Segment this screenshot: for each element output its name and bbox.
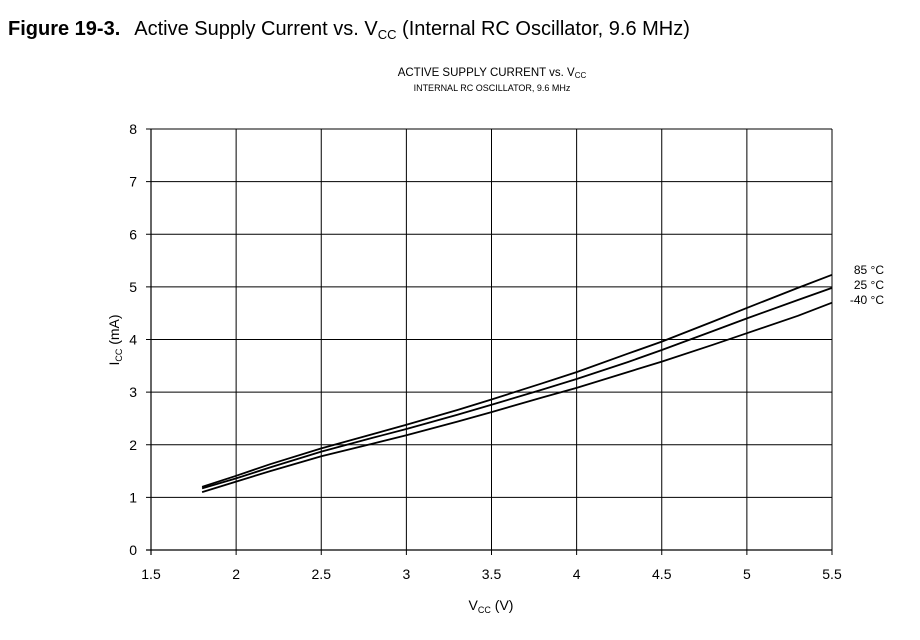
x-tick-label: 5 (743, 566, 751, 582)
x-axis-label-subscript: CC (478, 605, 491, 615)
series (201, 273, 833, 493)
y-ticks: 0 1 2 3 4 5 6 7 8 (129, 121, 151, 558)
series-line (201, 273, 833, 488)
x-tick-label: 3 (402, 566, 410, 582)
series-label: -40 °C (850, 293, 884, 307)
figure-caption: Figure 19-3. Active Supply Current vs. VC… (8, 18, 690, 42)
series-line (201, 301, 833, 493)
chart-title-main: ACTIVE SUPPLY CURRENT vs. V (398, 67, 575, 79)
chart-title: ACTIVE SUPPLY CURRENT vs. VCC (398, 67, 587, 80)
x-axis-label-rest: (V) (491, 597, 514, 613)
y-axis-label-subscript: CC (114, 348, 124, 361)
y-axis-label-rest: (mA) (106, 314, 122, 348)
grid (151, 128, 833, 550)
y-tick-label: 2 (129, 437, 137, 453)
y-tick-label: 8 (129, 121, 137, 137)
series-labels: 85 °C25 °C-40 °C (850, 263, 884, 307)
x-tick-label: 5.5 (822, 566, 842, 582)
x-axis-label: VCC (V) (469, 597, 514, 615)
figure-title-subscript: CC (377, 27, 397, 42)
y-tick-label: 6 (129, 226, 137, 242)
x-tick-label: 3.5 (482, 566, 502, 582)
y-tick-label: 0 (129, 542, 137, 558)
x-ticks: 1.5 2 2.5 3 3.5 4 4.5 5 5.5 (141, 550, 842, 582)
chart-subtitle: INTERNAL RC OSCILLATOR, 9.6 MHz (414, 83, 571, 93)
series-label: 85 °C (854, 263, 884, 277)
figure-title-main: Active Supply Current vs. V (134, 18, 378, 40)
x-tick-label: 4.5 (652, 566, 672, 582)
x-tick-label: 4 (573, 566, 581, 582)
y-tick-label: 4 (129, 332, 137, 348)
series-label: 25 °C (854, 278, 884, 292)
x-tick-label: 2 (232, 566, 240, 582)
y-axis-label: ICC (mA) (106, 314, 124, 365)
x-axis-label-main: V (469, 597, 479, 613)
chart-title-subscript: CC (575, 71, 587, 80)
axes (146, 129, 832, 555)
figure-number: Figure 19-3. (8, 18, 121, 40)
y-tick-label: 1 (129, 489, 137, 505)
y-tick-label: 5 (129, 279, 137, 295)
y-axis-label-main: I (106, 362, 122, 366)
x-tick-label: 1.5 (141, 566, 161, 582)
figure-title-rest: (Internal RC Oscillator, 9.6 MHz) (396, 18, 690, 40)
series-line (201, 287, 833, 490)
y-tick-label: 7 (129, 174, 137, 190)
y-tick-label: 3 (129, 384, 137, 400)
x-tick-label: 2.5 (312, 566, 332, 582)
